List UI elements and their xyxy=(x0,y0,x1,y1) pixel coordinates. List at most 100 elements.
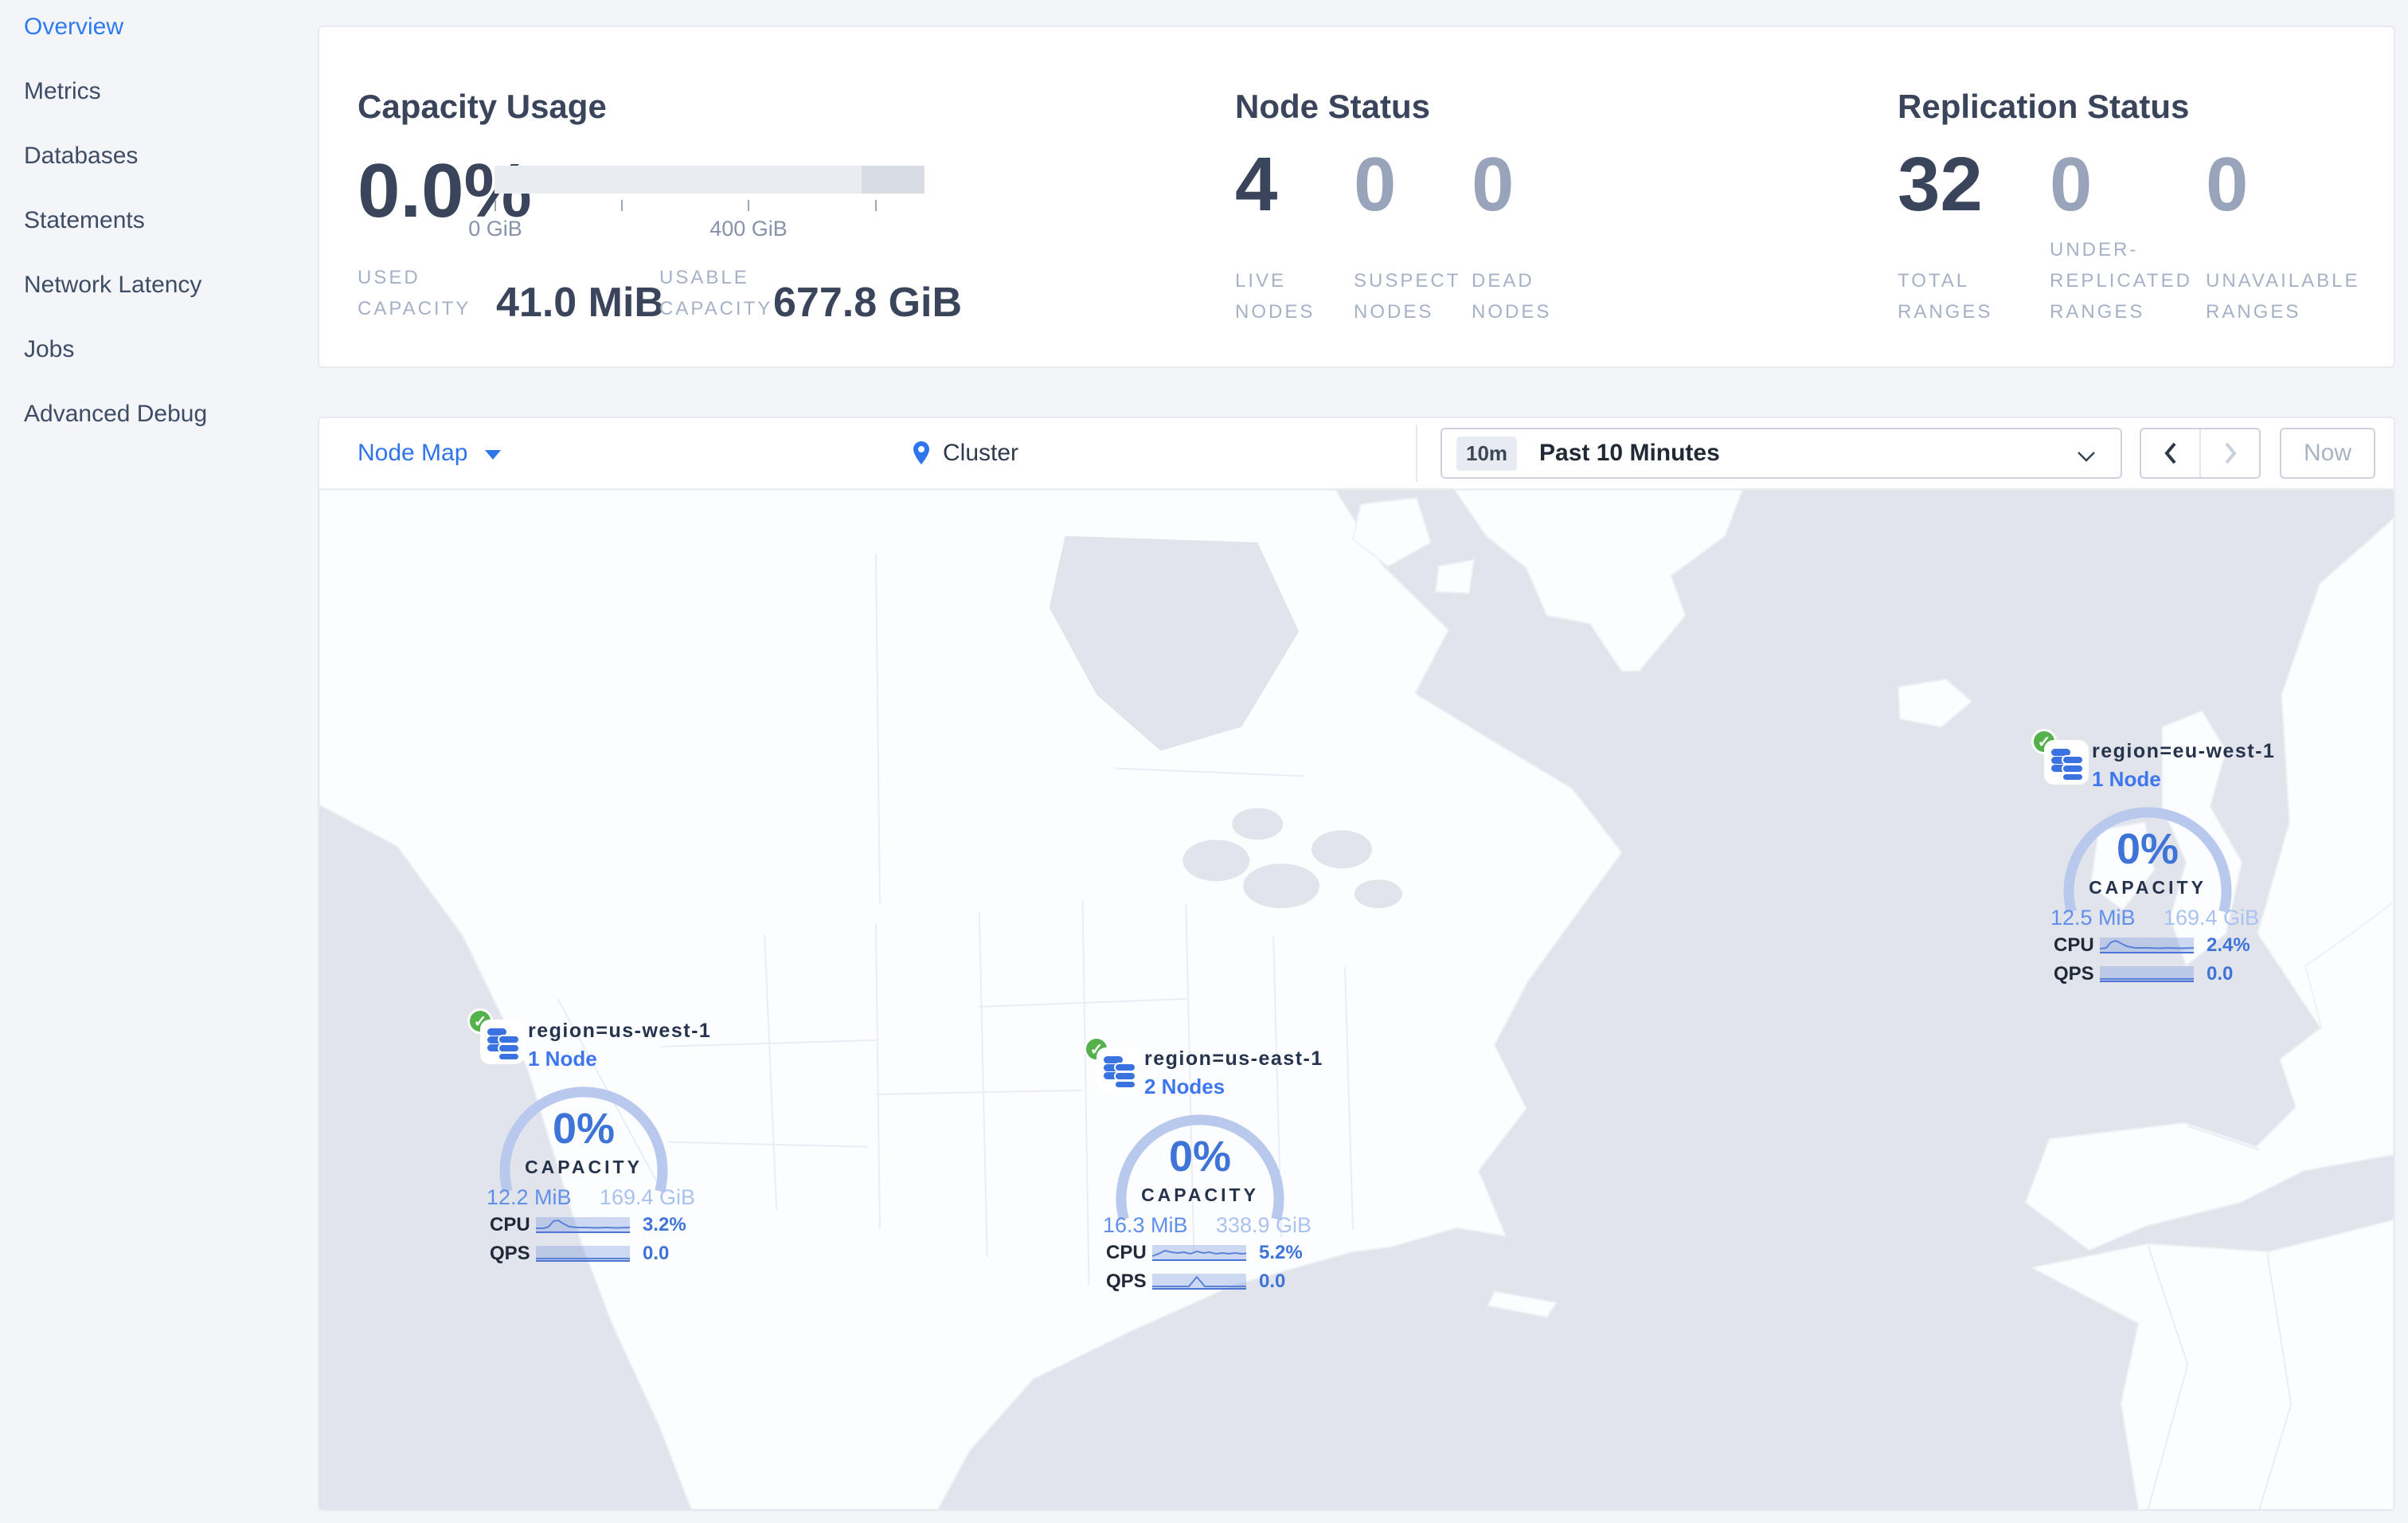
cpu-label: CPU xyxy=(2054,934,2094,956)
under-replicated-ranges-stat: 0 UNDER- REPLICATED RANGES xyxy=(2050,147,2198,328)
live-nodes-label: LIVE NODES xyxy=(1235,270,1315,323)
total-ranges-value: 32 xyxy=(1898,142,1983,227)
unavailable-ranges-value: 0 xyxy=(2206,142,2249,227)
gauge-capacity-label: CAPACITY xyxy=(2089,877,2207,898)
capacity-bar-reserved-segment xyxy=(862,166,924,194)
time-step-buttons xyxy=(2140,428,2261,479)
sidebar-item-overview[interactable]: Overview xyxy=(24,14,124,40)
sidebar-item-statements[interactable]: Statements xyxy=(24,207,145,233)
capacity-axis-tick xyxy=(621,200,623,211)
toolbar-divider xyxy=(1416,425,1417,482)
capacity-usage-title: Capacity Usage xyxy=(358,88,607,125)
sidebar-item-metrics[interactable]: Metrics xyxy=(24,78,101,104)
unavailable-ranges-label: UNAVAILABLE RANGES xyxy=(2206,270,2360,323)
node-status-section: Node Status 4 LIVE NODES 0 SUSPECT NODES 0… xyxy=(1235,27,1792,366)
map-toolbar: Node Map Cluster 10m Past 10 Minutes xyxy=(319,418,2394,490)
capacity-usage-section: Capacity Usage 0.0% 0 GiB 400 GiB USED CA… xyxy=(358,27,1233,366)
region-node-count-link[interactable]: 2 Nodes xyxy=(1144,1075,1226,1098)
dead-nodes-stat: 0 DEAD NODES xyxy=(1472,147,1583,328)
qps-sparkline xyxy=(536,1246,630,1262)
locality-breadcrumb[interactable]: Cluster xyxy=(909,418,1018,488)
used-capacity-label: USED CAPACITY xyxy=(358,267,471,320)
live-nodes-value: 4 xyxy=(1235,142,1278,227)
total-ranges-stat: 32 TOTAL RANGES xyxy=(1898,147,2041,328)
node-status-title: Node Status xyxy=(1235,88,1431,125)
under-replicated-ranges-value: 0 xyxy=(2050,142,2093,227)
region-name: region=eu-west-1 xyxy=(2092,740,2276,762)
region-total-capacity: 338.9 GiB xyxy=(1215,1213,1312,1237)
dead-nodes-label: DEAD NODES xyxy=(1472,270,1552,323)
unavailable-ranges-stat: 0 UNAVAILABLE RANGES xyxy=(2206,147,2365,328)
region-total-capacity: 169.4 GiB xyxy=(2163,906,2259,930)
database-icon[interactable] xyxy=(1096,1047,1141,1092)
cpu-value: 3.2% xyxy=(643,1214,686,1235)
region-used-capacity: 12.2 MiB xyxy=(487,1185,572,1209)
live-nodes-stat: 4 LIVE NODES xyxy=(1235,147,1347,328)
region-marker-us-west-1: ✓ region=us-west-1 1 Node 0% CAPACITY 12… xyxy=(467,1007,714,1278)
qps-label: QPS xyxy=(490,1243,530,1264)
capacity-axis-tick xyxy=(748,200,749,211)
usable-capacity-label: USABLE CAPACITY xyxy=(659,267,773,320)
database-icon[interactable] xyxy=(2044,740,2089,785)
now-button[interactable]: Now xyxy=(2280,428,2375,479)
view-mode-dropdown[interactable]: Node Map xyxy=(358,418,502,488)
chevron-left-icon xyxy=(2164,442,2176,464)
region-node-count-link[interactable]: 1 Node xyxy=(528,1047,597,1071)
usable-capacity-value: 677.8 GiB xyxy=(773,280,963,326)
cpu-value: 5.2% xyxy=(1259,1242,1303,1263)
sidebar-item-network-latency[interactable]: Network Latency xyxy=(24,272,202,298)
region-marker-eu-west-1: ✓ region=eu-west-1 1 Node 0% CAPACITY 12… xyxy=(2031,727,2278,998)
capacity-axis-label-400: 400 GiB xyxy=(710,217,788,241)
cpu-label: CPU xyxy=(490,1214,530,1235)
qps-label: QPS xyxy=(1106,1270,1147,1292)
map-pin-icon xyxy=(913,441,929,464)
region-node-count-link[interactable]: 1 Node xyxy=(2092,767,2161,791)
qps-label: QPS xyxy=(2054,963,2094,985)
region-total-capacity: 169.4 GiB xyxy=(599,1185,695,1209)
cpu-value: 2.4% xyxy=(2207,934,2250,956)
capacity-bar xyxy=(494,166,924,194)
time-range-label: Past 10 Minutes xyxy=(1539,440,1720,466)
gauge-percent: 0% xyxy=(1168,1133,1232,1180)
gauge-capacity-label: CAPACITY xyxy=(525,1157,643,1177)
chevron-right-icon xyxy=(2224,442,2237,464)
cpu-label: CPU xyxy=(1106,1242,1147,1263)
world-map xyxy=(319,490,2394,1509)
cluster-summary-panel: Capacity Usage 0.0% 0 GiB 400 GiB USED CA… xyxy=(318,25,2395,368)
used-capacity-value: 41.0 MiB xyxy=(496,280,664,326)
main-content: Capacity Usage 0.0% 0 GiB 400 GiB USED CA… xyxy=(318,0,2395,1523)
sidebar: Overview Metrics Databases Statements Ne… xyxy=(0,0,318,1523)
time-forward-button[interactable] xyxy=(2201,429,2259,477)
sidebar-item-databases[interactable]: Databases xyxy=(24,143,139,169)
sidebar-item-advanced-debug[interactable]: Advanced Debug xyxy=(24,401,208,427)
time-back-button[interactable] xyxy=(2141,429,2201,477)
capacity-gauge-arc xyxy=(499,1086,668,1193)
dead-nodes-value: 0 xyxy=(1472,142,1515,227)
under-replicated-ranges-label: UNDER- REPLICATED RANGES xyxy=(2050,239,2192,323)
cpu-sparkline xyxy=(536,1217,630,1233)
sidebar-item-jobs[interactable]: Jobs xyxy=(24,336,75,362)
region-marker-us-east-1: ✓ region=us-east-1 2 Nodes 0% CAPACITY 1… xyxy=(1084,1035,1331,1306)
time-range-badge: 10m xyxy=(1456,436,1518,471)
breadcrumb-label: Cluster xyxy=(943,440,1019,466)
caret-down-icon xyxy=(485,450,502,460)
capacity-axis-label-0: 0 GiB xyxy=(468,217,522,241)
qps-sparkline xyxy=(2100,966,2194,982)
database-icon[interactable] xyxy=(480,1020,525,1064)
gauge-percent: 0% xyxy=(2116,825,2179,873)
replication-status-section: Replication Status 32 TOTAL RANGES 0 UNDE… xyxy=(1898,27,2383,366)
suspect-nodes-stat: 0 SUSPECT NODES xyxy=(1354,147,1465,328)
replication-status-title: Replication Status xyxy=(1898,88,2190,125)
total-ranges-label: TOTAL RANGES xyxy=(1898,270,1993,323)
cpu-sparkline xyxy=(1152,1245,1246,1261)
view-mode-label: Node Map xyxy=(358,440,468,466)
qps-value: 0.0 xyxy=(643,1243,670,1264)
time-range-dropdown[interactable]: 10m Past 10 Minutes xyxy=(1440,428,2122,479)
capacity-axis-tick xyxy=(875,200,877,211)
capacity-gauge-arc xyxy=(1116,1114,1284,1221)
suspect-nodes-value: 0 xyxy=(1354,142,1397,227)
node-map-panel: Node Map Cluster 10m Past 10 Minutes xyxy=(318,417,2395,1511)
region-name: region=us-east-1 xyxy=(1144,1047,1323,1070)
qps-value: 0.0 xyxy=(1259,1270,1286,1292)
qps-value: 0.0 xyxy=(2207,963,2234,985)
